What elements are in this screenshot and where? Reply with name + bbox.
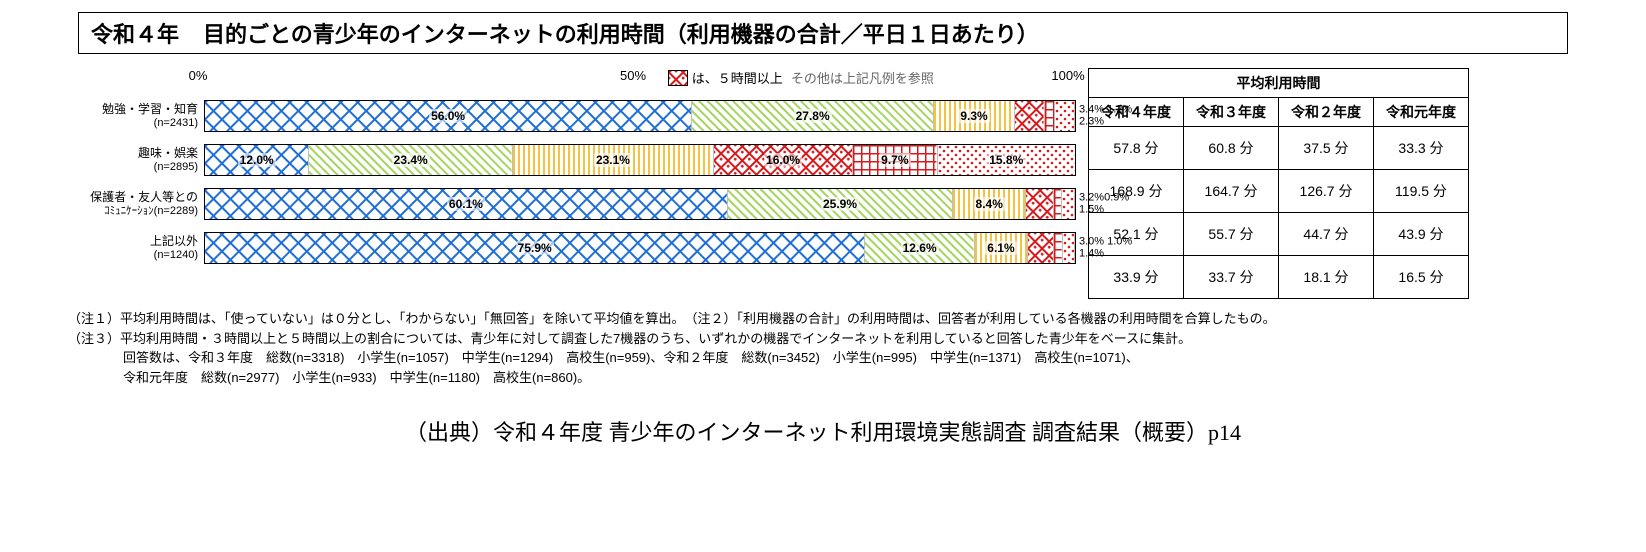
table-cell: 33.7 分 bbox=[1184, 256, 1279, 299]
bar-segment: 9.7% bbox=[853, 145, 937, 175]
bar-segment bbox=[1028, 233, 1054, 263]
table-row: 57.8 分60.8 分37.5 分33.3 分 bbox=[1089, 127, 1469, 170]
bar-segment: 27.8% bbox=[692, 101, 934, 131]
legend-note: その他は上記凡例を参照 bbox=[791, 68, 934, 87]
table-cell: 126.7 分 bbox=[1279, 170, 1374, 213]
bar-segment: 56.0% bbox=[205, 101, 692, 131]
bar-segment bbox=[1054, 189, 1062, 219]
stacked-bar: 75.9%12.6%6.1%3.0% 1.0%1.4% bbox=[204, 232, 1076, 264]
bar-segment: 15.8% bbox=[938, 145, 1075, 175]
stacked-bar: 56.0%27.8%9.3%3.4% 1.2%2.3% bbox=[204, 100, 1076, 132]
source-citation: （出典）令和４年度 青少年のインターネット利用環境実態調査 調査結果（概要）p1… bbox=[48, 415, 1598, 447]
tick-50: 50% bbox=[620, 68, 646, 83]
tick-0: 0% bbox=[189, 68, 208, 83]
row-label: 趣味・娯楽(n=2895) bbox=[48, 147, 204, 173]
bar-segment: 23.4% bbox=[309, 145, 513, 175]
note-1: （注１）平均利用時間は、「使っていない」は０分とし、「わからない」「無回答」を除… bbox=[68, 309, 1578, 329]
bar-segment bbox=[1026, 189, 1054, 219]
table-row: 52.1 分55.7 分44.7 分43.9 分 bbox=[1089, 213, 1469, 256]
bar-callouts: 3.0% 1.0%1.4% bbox=[1079, 236, 1132, 259]
chart-and-table: 0% 50% 100% は、５時間以上 その他は上記凡例を参照 勉強・学習・知育… bbox=[48, 68, 1598, 299]
row-label: 勉強・学習・知育(n=2431) bbox=[48, 103, 204, 129]
bar-rows: 勉強・学習・知育(n=2431)56.0%27.8%9.3%3.4% 1.2%2… bbox=[48, 94, 1078, 270]
table-cell: 44.7 分 bbox=[1279, 213, 1374, 256]
note-4: 令和元年度 総数(n=2977) 小学生(n=933) 中学生(n=1180) … bbox=[68, 368, 1578, 388]
table-cell: 55.7 分 bbox=[1184, 213, 1279, 256]
page: 令和４年 目的ごとの青少年のインターネットの利用時間（利用機器の合計／平日１日あ… bbox=[0, 0, 1646, 552]
bar-segment bbox=[1062, 189, 1075, 219]
x-axis: 0% 50% 100% は、５時間以上 その他は上記凡例を参照 bbox=[198, 68, 1068, 90]
bar-segment: 25.9% bbox=[728, 189, 953, 219]
table-col-header: 令和元年度 bbox=[1374, 98, 1469, 127]
table-cell: 43.9 分 bbox=[1374, 213, 1469, 256]
bar-segment: 16.0% bbox=[714, 145, 853, 175]
legend-swatch-label: は、５時間以上 bbox=[692, 68, 783, 87]
bar-segment: 6.1% bbox=[975, 233, 1028, 263]
chart: 0% 50% 100% は、５時間以上 その他は上記凡例を参照 勉強・学習・知育… bbox=[48, 68, 1078, 270]
title-main: 目的ごとの青少年のインターネットの利用時間（利用機器の合計／平日１日あたり） bbox=[203, 17, 1039, 49]
bar-segment bbox=[1015, 101, 1045, 131]
table-row: 33.9 分33.7 分18.1 分16.5 分 bbox=[1089, 256, 1469, 299]
table-cell: 164.7 分 bbox=[1184, 170, 1279, 213]
bar-row: 趣味・娯楽(n=2895)12.0%23.4%23.1%16.0%9.7%15.… bbox=[48, 138, 1078, 182]
table-cell: 57.8 分 bbox=[1089, 127, 1184, 170]
tick-100: 100% bbox=[1051, 68, 1084, 83]
table-row: 168.9 分164.7 分126.7 分119.5 分 bbox=[1089, 170, 1469, 213]
table-cell: 60.8 分 bbox=[1184, 127, 1279, 170]
bar-row: 上記以外(n=1240)75.9%12.6%6.1%3.0% 1.0%1.4% bbox=[48, 226, 1078, 270]
bar-segment: 60.1% bbox=[205, 189, 728, 219]
stacked-bar: 12.0%23.4%23.1%16.0%9.7%15.8% bbox=[204, 144, 1076, 176]
bar-segment bbox=[1054, 233, 1063, 263]
legend-inline: は、５時間以上 その他は上記凡例を参照 bbox=[668, 68, 934, 87]
note-2: （注３）平均利用時間・３時間以上と５時間以上の割合については、青少年に対して調査… bbox=[68, 329, 1578, 349]
table-cell: 16.5 分 bbox=[1374, 256, 1469, 299]
bar-segment: 23.1% bbox=[513, 145, 714, 175]
legend-swatch-icon bbox=[668, 70, 688, 86]
bar-callouts: 3.2%0.9%1.5% bbox=[1079, 192, 1129, 215]
bar-segment: 8.4% bbox=[953, 189, 1026, 219]
table-col-header: 令和３年度 bbox=[1184, 98, 1279, 127]
row-label: 保護者・友人等とのｺﾐｭﾆｹｰｼｮﾝ(n=2289) bbox=[48, 191, 204, 217]
bar-segment: 9.3% bbox=[934, 101, 1015, 131]
bar-row: 保護者・友人等とのｺﾐｭﾆｹｰｼｮﾝ(n=2289)60.1%25.9%8.4%… bbox=[48, 182, 1078, 226]
table-cell: 119.5 分 bbox=[1374, 170, 1469, 213]
table-cell: 33.3 分 bbox=[1374, 127, 1469, 170]
table-caption: 平均利用時間 bbox=[1089, 69, 1469, 98]
bar-segment bbox=[1045, 101, 1055, 131]
bar-segment: 12.6% bbox=[865, 233, 975, 263]
table-cell: 33.9 分 bbox=[1089, 256, 1184, 299]
bar-segment bbox=[1063, 233, 1075, 263]
bar-segment: 75.9% bbox=[205, 233, 865, 263]
avg-time-table: 平均利用時間 令和４年度令和３年度令和２年度令和元年度 57.8 分60.8 分… bbox=[1088, 68, 1469, 299]
title-year: 令和４年 bbox=[91, 17, 179, 49]
table-col-header: 令和２年度 bbox=[1279, 98, 1374, 127]
title-bar: 令和４年 目的ごとの青少年のインターネットの利用時間（利用機器の合計／平日１日あ… bbox=[78, 12, 1568, 54]
table-cell: 37.5 分 bbox=[1279, 127, 1374, 170]
table-cell: 18.1 分 bbox=[1279, 256, 1374, 299]
bar-segment bbox=[1055, 101, 1075, 131]
bar-segment: 12.0% bbox=[205, 145, 309, 175]
note-3: 回答数は、令和３年度 総数(n=3318) 小学生(n=1057) 中学生(n=… bbox=[68, 348, 1578, 368]
stacked-bar: 60.1%25.9%8.4%3.2%0.9%1.5% bbox=[204, 188, 1076, 220]
bar-row: 勉強・学習・知育(n=2431)56.0%27.8%9.3%3.4% 1.2%2… bbox=[48, 94, 1078, 138]
bar-callouts: 3.4% 1.2%2.3% bbox=[1079, 104, 1132, 127]
row-label: 上記以外(n=1240) bbox=[48, 235, 204, 261]
footnotes: （注１）平均利用時間は、「使っていない」は０分とし、「わからない」「無回答」を除… bbox=[68, 309, 1578, 387]
